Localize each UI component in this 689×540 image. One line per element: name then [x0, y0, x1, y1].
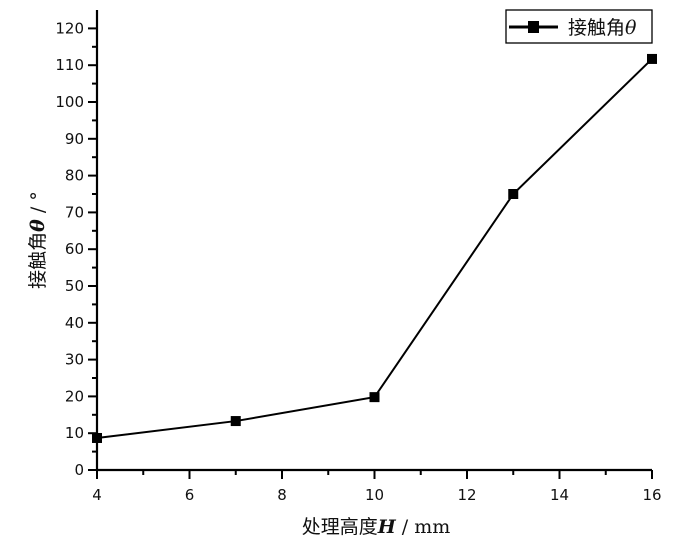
axes: 0 10 20 30 40 50 60 70 80 90 100 110 120 4 6 8 10 12 14 16: [55, 10, 662, 504]
y-tick-label: 70: [65, 203, 84, 221]
y-axis-title: 接触角θ / °: [27, 191, 49, 289]
x-tick-label: 12: [457, 486, 476, 504]
y-tick-label: 0: [74, 461, 84, 479]
data-point-marker: [369, 392, 380, 403]
data-series: [92, 53, 657, 443]
x-tick-label: 14: [550, 486, 569, 504]
data-point-marker: [647, 53, 657, 64]
y-tick-label: 120: [55, 19, 84, 37]
legend-square-marker-icon: [528, 21, 539, 33]
y-tick-label: 50: [65, 277, 84, 295]
x-tick-label: 8: [277, 486, 287, 504]
y-tick-label: 30: [65, 351, 84, 369]
y-tick-label: 60: [65, 240, 84, 258]
data-point-marker: [230, 416, 241, 427]
data-point-marker: [508, 189, 519, 199]
y-tick-label: 100: [55, 93, 84, 111]
y-tick-label: 80: [65, 167, 84, 185]
y-tick-label: 110: [55, 56, 84, 74]
y-tick-label: 20: [65, 387, 84, 405]
y-tick-label: 90: [65, 130, 84, 148]
data-point-marker: [92, 432, 102, 443]
series-line: [96, 58, 653, 439]
x-tick-label: 10: [365, 486, 384, 504]
y-tick-label: 10: [65, 424, 84, 442]
legend-label: 接触角θ: [568, 17, 637, 39]
x-axis-title: 处理高度H / mm: [302, 516, 450, 538]
y-tick-label: 40: [65, 314, 84, 332]
x-tick-label: 4: [92, 486, 102, 504]
legend: 接触角θ: [505, 9, 653, 44]
x-tick-label: 16: [642, 486, 661, 504]
x-tick-label: 6: [185, 486, 195, 504]
